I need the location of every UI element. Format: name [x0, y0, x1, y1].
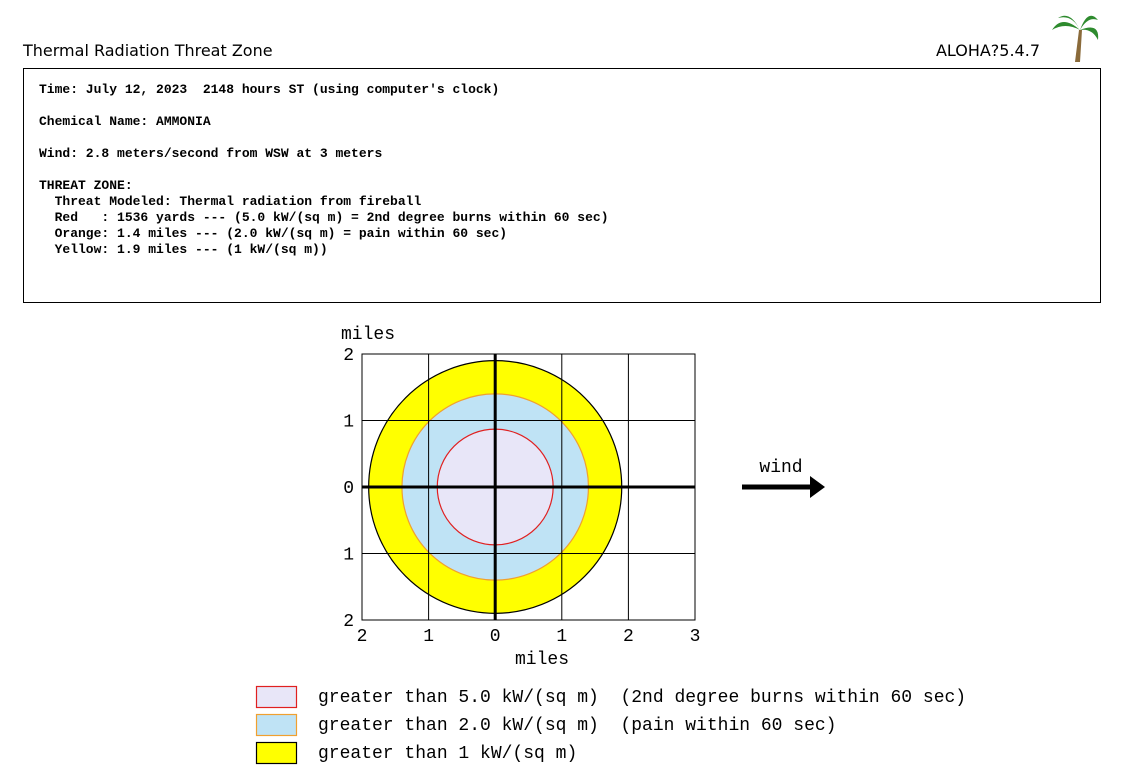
- wind-label: wind: [759, 458, 802, 478]
- wind-arrow-head: [810, 476, 825, 498]
- y-tick-label: 2: [343, 612, 354, 632]
- legend-label: greater than 2.0 kW/(sq m) (pain within …: [318, 716, 836, 736]
- info-line: Time: July 12, 2023 2148 hours ST (using…: [39, 82, 499, 97]
- y-tick-label: 2: [343, 346, 354, 366]
- info-line: Red : 1536 yards --- (5.0 kW/(sq m) = 2n…: [39, 210, 609, 225]
- info-box: [23, 68, 1101, 303]
- info-line: THREAT ZONE:: [39, 178, 133, 193]
- legend-label: greater than 5.0 kW/(sq m) (2nd degree b…: [318, 688, 966, 708]
- legend-label: greater than 1 kW/(sq m): [318, 744, 577, 764]
- info-line: Threat Modeled: Thermal radiation from f…: [39, 194, 421, 209]
- y-tick-label: 1: [343, 413, 354, 433]
- y-axis-label: miles: [341, 325, 395, 345]
- info-line: Orange: 1.4 miles --- (2.0 kW/(sq m) = p…: [39, 226, 507, 241]
- logo: [1052, 15, 1099, 62]
- info-line: Chemical Name: AMMONIA: [39, 114, 211, 129]
- x-tick-label: 1: [556, 627, 567, 647]
- legend-swatch: [255, 741, 298, 765]
- x-axis-label: miles: [515, 650, 569, 670]
- legend-swatch: [255, 685, 298, 709]
- x-tick-label: 2: [623, 627, 634, 647]
- x-tick-label: 3: [690, 627, 701, 647]
- version: ALOHA?5.4.7: [936, 41, 1040, 60]
- x-tick-label: 2: [357, 627, 368, 647]
- x-tick-label: 1: [423, 627, 434, 647]
- info-line: Wind: 2.8 meters/second from WSW at 3 me…: [39, 146, 382, 161]
- legend-swatch: [255, 713, 298, 737]
- x-tick-label: 0: [490, 627, 501, 647]
- y-tick-label: 1: [343, 546, 354, 566]
- y-tick-label: 0: [343, 479, 354, 499]
- info-lines: Time: July 12, 2023 2148 hours ST (using…: [39, 82, 609, 257]
- title: Thermal Radiation Threat Zone: [22, 41, 273, 60]
- info-line: Yellow: 1.9 miles --- (1 kW/(sq m)): [39, 242, 328, 257]
